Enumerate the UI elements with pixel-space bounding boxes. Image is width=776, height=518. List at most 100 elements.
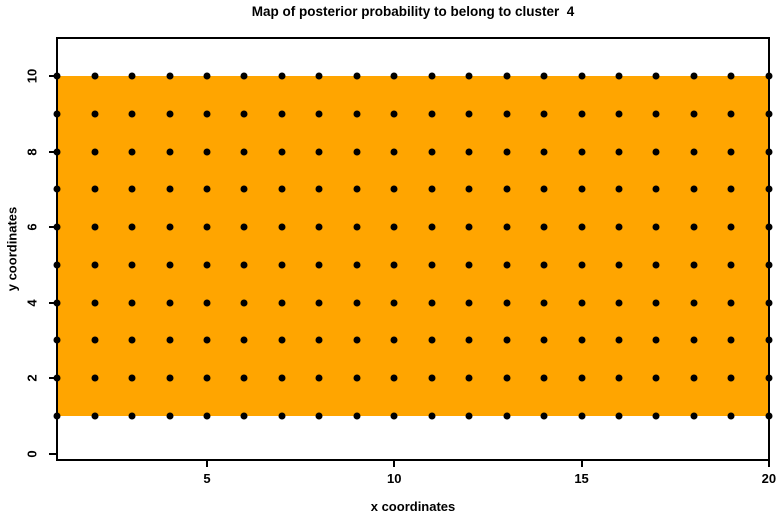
data-point [278,299,286,307]
data-point [53,299,61,307]
data-point [390,299,398,307]
data-point [240,261,248,269]
data-point [240,336,248,344]
y-axis-tick-label: 8 [24,147,40,156]
data-point [166,374,173,382]
data-point [203,185,211,193]
y-axis-tick-label: 10 [24,68,40,84]
data-point [203,110,211,118]
data-point [503,374,511,382]
data-point [465,223,473,231]
data-point [315,299,323,307]
data-point [578,110,586,118]
data-point [765,374,773,382]
data-point [652,299,660,307]
data-point [390,336,398,344]
data-point [503,185,511,193]
data-point [240,374,248,382]
data-point [765,261,773,269]
data-point [353,261,361,269]
data-point [166,110,173,118]
data-point [315,148,323,155]
data-point [615,185,623,193]
data-point [390,374,398,382]
data-point [91,72,99,80]
data-point [540,148,548,155]
data-point [652,223,660,231]
data-point [166,261,173,269]
data-point [652,412,660,420]
data-point [353,185,361,193]
data-point [428,374,436,382]
data-point [615,412,623,420]
data-point [428,148,436,155]
data-point [278,261,286,269]
data-point [91,185,99,193]
data-point [128,148,136,155]
data-point [540,261,548,269]
data-point [91,374,99,382]
data-point [428,412,436,420]
data-point [727,336,735,344]
data-point [615,336,623,344]
data-point [166,336,173,344]
data-point [53,412,61,420]
data-point [240,72,248,80]
data-point [578,374,586,382]
y-axis-tick-label: 0 [24,450,40,458]
posterior-probability-region [56,75,770,417]
data-point [390,110,398,118]
data-point [166,223,173,231]
data-point [128,185,136,193]
data-point [615,374,623,382]
data-point [465,148,473,155]
data-point [128,72,136,80]
data-point [465,336,473,344]
data-point [278,223,286,231]
data-point [203,72,211,80]
data-point [91,412,99,420]
data-point [465,110,473,118]
data-point [465,299,473,307]
data-point [540,336,548,344]
data-point [353,110,361,118]
x-axis-tick-label: 15 [574,471,589,486]
data-point [53,185,61,193]
data-point [428,336,436,344]
data-point [615,223,623,231]
x-axis-tick-label: 10 [387,471,402,486]
x-axis-tick [205,460,208,467]
data-point [690,261,698,269]
data-point [91,223,99,231]
data-point [727,72,735,80]
plot-box [56,37,770,461]
data-point [428,299,436,307]
data-point [166,148,173,155]
data-point [390,412,398,420]
data-point [240,185,248,193]
data-point [203,299,211,307]
data-point [652,72,660,80]
y-axis-tick [49,74,56,77]
data-point [353,223,361,231]
data-point [390,223,398,231]
data-point [166,185,173,193]
data-point [690,148,698,155]
data-point [353,336,361,344]
data-point [540,299,548,307]
data-point [652,374,660,382]
data-point [540,374,548,382]
data-point [128,412,136,420]
data-point [240,148,248,155]
data-point [727,185,735,193]
data-point [53,261,61,269]
x-axis-tick [393,460,396,467]
data-point [278,72,286,80]
data-point [727,374,735,382]
y-axis-label: y coordinates [4,206,20,292]
data-point [240,299,248,307]
data-point [690,185,698,193]
data-point [578,412,586,420]
data-point [240,223,248,231]
data-point [652,261,660,269]
